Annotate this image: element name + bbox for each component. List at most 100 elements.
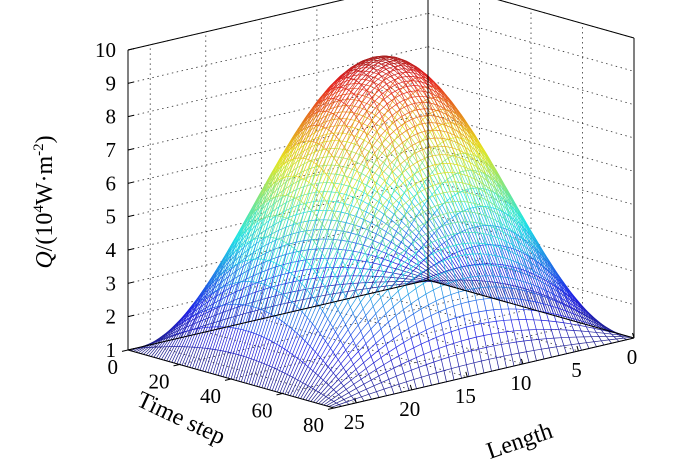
surface-mesh-line <box>241 216 251 235</box>
surface-mesh-line <box>363 356 372 364</box>
surface-mesh-line <box>419 95 427 98</box>
surface-mesh-line <box>276 322 285 345</box>
surface-mesh-line <box>337 349 347 361</box>
surface-mesh-line <box>291 204 299 209</box>
surface-mesh-line <box>332 100 340 104</box>
surface-mesh-line <box>418 232 427 242</box>
surface-mesh-line <box>364 120 373 131</box>
surface-mesh-line <box>349 232 358 247</box>
surface-mesh-line <box>334 156 342 158</box>
surface-mesh-line <box>296 203 305 224</box>
surface-mesh-line <box>272 195 282 217</box>
surface-mesh-line <box>368 230 377 235</box>
surface-mesh-line <box>436 188 446 203</box>
surface-mesh-line <box>470 211 479 214</box>
surface-mesh-line <box>391 170 400 180</box>
grid-line-z <box>127 46 429 118</box>
surface-mesh-line <box>415 319 424 325</box>
surface-mesh-line <box>445 158 449 161</box>
surface-mesh-line <box>469 227 473 229</box>
surface-mesh-line <box>225 261 234 270</box>
surface-mesh-line <box>378 226 387 233</box>
surface-mesh-line <box>225 353 234 378</box>
surface-mesh-line <box>336 399 344 404</box>
surface-mesh-line <box>338 401 347 405</box>
surface-mesh-line <box>408 273 412 277</box>
surface-mesh-line <box>436 230 445 243</box>
surface-mesh-line <box>449 175 453 178</box>
surface-mesh-line <box>378 285 386 288</box>
surface-mesh-line <box>253 209 262 219</box>
surface-mesh-line <box>227 264 236 286</box>
surface-mesh-line <box>475 337 480 350</box>
surface-mesh-line <box>402 87 411 97</box>
surface-mesh-line <box>232 247 241 267</box>
surface-mesh-line <box>268 317 278 341</box>
surface-mesh-line <box>440 109 449 124</box>
surface-mesh-line <box>351 151 360 155</box>
surface-mesh-line <box>464 210 473 228</box>
surface-mesh-line <box>407 114 411 119</box>
surface-mesh-line <box>496 320 504 322</box>
surface-mesh-line <box>410 257 414 261</box>
surface-mesh-line <box>430 311 439 316</box>
surface-mesh-line <box>191 312 200 330</box>
surface-mesh-line <box>366 385 374 390</box>
surface-mesh-line <box>385 225 390 232</box>
surface-mesh-line <box>598 336 602 341</box>
surface-mesh-line <box>477 187 487 207</box>
surface-mesh-line <box>287 356 296 375</box>
surface-mesh-line <box>436 370 445 374</box>
surface-mesh-line <box>363 268 371 270</box>
surface-mesh-line <box>443 271 452 281</box>
surface-mesh-line <box>271 319 280 342</box>
surface-mesh-line <box>586 341 594 344</box>
surface-mesh-line <box>289 333 298 353</box>
surface-mesh-line <box>488 359 492 372</box>
surface-mesh-line <box>305 193 310 204</box>
surface-mesh-line <box>417 143 421 148</box>
surface-mesh-line <box>285 176 294 196</box>
surface-mesh-line <box>317 314 326 331</box>
surface-mesh-line <box>323 399 332 406</box>
surface-mesh-line <box>414 197 423 209</box>
surface-mesh-line <box>295 141 304 159</box>
surface-mesh-line <box>294 362 303 379</box>
surface-mesh-line <box>345 69 354 78</box>
surface-mesh-line <box>358 234 367 239</box>
surface-mesh-line <box>252 197 261 215</box>
surface-mesh-line <box>416 253 424 261</box>
surface-mesh-line <box>429 197 438 211</box>
surface-mesh-line <box>304 267 313 287</box>
surface-mesh-line <box>434 209 438 214</box>
surface-mesh-line <box>422 140 431 154</box>
surface-mesh-line <box>398 351 407 357</box>
surface-mesh-line <box>305 258 314 261</box>
surface-mesh-line <box>448 280 457 289</box>
surface-mesh-line <box>450 138 459 155</box>
surface-mesh-line <box>381 120 390 128</box>
surface-mesh-line <box>302 346 311 363</box>
surface-mesh-line <box>538 311 542 321</box>
surface-mesh-line <box>396 203 400 209</box>
surface-mesh-line <box>232 304 241 328</box>
surface-mesh-line <box>264 183 274 203</box>
surface-mesh-line <box>398 246 407 253</box>
surface-mesh-line <box>240 305 249 330</box>
surface-mesh-line <box>406 206 410 212</box>
surface-mesh-line <box>232 281 241 305</box>
surface-mesh-line <box>307 105 316 119</box>
surface-mesh-line <box>480 323 485 336</box>
surface-mesh-line <box>368 204 377 210</box>
surface-mesh-line <box>548 320 552 330</box>
surface-mesh-line <box>313 286 321 289</box>
surface-mesh-line <box>194 311 203 330</box>
surface-mesh-line <box>319 318 329 334</box>
surface-mesh-line <box>173 322 182 336</box>
surface-mesh-line <box>193 300 203 316</box>
surface-mesh-line <box>429 171 433 176</box>
surface-mesh-line <box>486 309 494 311</box>
surface-mesh-line <box>217 351 226 376</box>
surface-mesh-line <box>490 333 495 346</box>
surface-mesh-line <box>365 306 374 316</box>
